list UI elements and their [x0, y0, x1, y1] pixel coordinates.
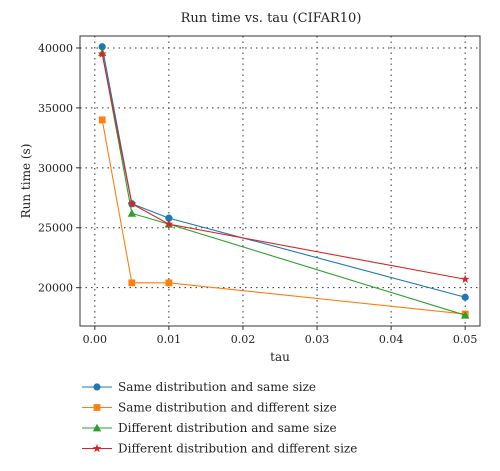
data-point-circle: [165, 214, 173, 222]
legend-marker-star: [92, 443, 102, 453]
data-point-circle: [98, 43, 106, 51]
legend-label: Same distribution and same size: [118, 380, 316, 394]
data-point-square: [128, 279, 136, 287]
legend-item: Different distribution and same size: [82, 421, 337, 435]
x-tick-label: 0.04: [379, 333, 404, 346]
legend-item: Different distribution and different siz…: [82, 442, 357, 456]
data-point-star: [127, 199, 137, 208]
x-axis-ticks: 0.00 0.01 0.02 0.03 0.04 0.05: [83, 326, 478, 346]
data-point-square: [98, 116, 106, 124]
series-line: [101, 119, 466, 315]
x-tick-label: 0.01: [157, 333, 182, 346]
y-tick-label: 25000: [38, 222, 73, 235]
series-star: [97, 49, 470, 283]
data-point-triangle: [460, 311, 470, 319]
series-triangle: [98, 48, 470, 319]
y-axis-label: Run time (s): [19, 144, 33, 219]
y-axis-ticks: 20000 25000 30000 35000 40000: [38, 42, 80, 295]
x-tick-label: 0.05: [453, 333, 478, 346]
data-point-star: [164, 219, 174, 228]
x-tick-label: 0.00: [83, 333, 108, 346]
series-circle: [98, 43, 469, 301]
series-line: [101, 53, 466, 280]
data-point-star: [460, 274, 470, 283]
legend-marker-square: [93, 404, 101, 411]
plot-area: [79, 35, 481, 327]
data-point-star: [97, 49, 107, 58]
legend-marker-circle: [93, 383, 101, 391]
legend-marker-triangle: [92, 423, 102, 432]
x-tick-label: 0.02: [231, 333, 256, 346]
series-line: [101, 52, 466, 316]
legend-label: Different distribution and different siz…: [118, 442, 357, 456]
legend-label: Same distribution and different size: [118, 401, 337, 415]
data-point-circle: [461, 293, 469, 301]
series-layer: [97, 43, 470, 319]
grid: [80, 36, 480, 326]
data-point-square: [165, 279, 173, 287]
y-tick-label: 30000: [38, 162, 73, 175]
legend-item: Same distribution and same size: [82, 380, 316, 394]
data-point-triangle: [127, 209, 137, 217]
y-tick-label: 20000: [38, 282, 73, 295]
y-tick-label: 40000: [38, 42, 73, 55]
legend-label: Different distribution and same size: [118, 421, 337, 435]
chart-title: Run time vs. tau (CIFAR10): [181, 11, 362, 26]
series-line: [101, 46, 466, 298]
x-axis-label: tau: [270, 350, 290, 364]
y-tick-label: 35000: [38, 102, 73, 115]
x-tick-label: 0.03: [305, 333, 330, 346]
legend: Same distribution and same size Same dist…: [82, 380, 357, 456]
legend-item: Same distribution and different size: [82, 401, 337, 415]
